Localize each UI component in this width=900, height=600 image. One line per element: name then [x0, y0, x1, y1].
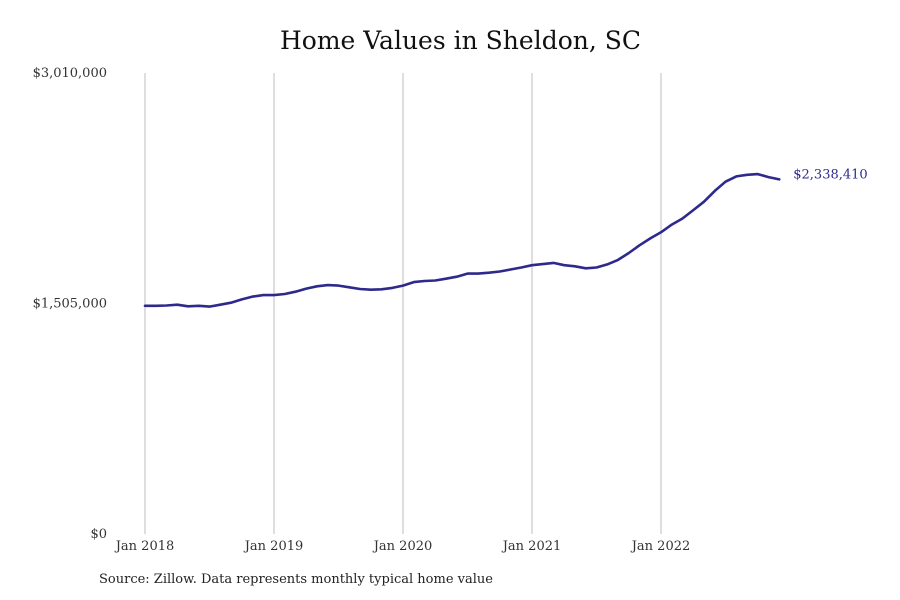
gridlines — [144, 73, 662, 534]
x-tick-label: Jan 2021 — [501, 539, 562, 554]
x-tick-label: Jan 2022 — [630, 539, 691, 554]
source-note: Source: Zillow. Data represents monthly … — [99, 572, 493, 587]
chart-title: Home Values in Sheldon, SC — [280, 26, 641, 55]
end-labels: $2,338,410 — [793, 167, 867, 182]
y-tick-label: $3,010,000 — [33, 66, 107, 81]
x-tick-label: Jan 2019 — [243, 539, 304, 554]
x-axis-ticks: Jan 2018 Jan 2019 Jan 2020 Jan 2021 Jan 2022 — [114, 539, 691, 554]
series — [143, 172, 781, 308]
series-line — [143, 172, 781, 308]
end-value-label: $2,338,410 — [793, 167, 867, 182]
y-tick-label: $1,505,000 — [33, 297, 107, 312]
x-tick-label: Jan 2020 — [372, 539, 433, 554]
y-tick-label: $0 — [90, 527, 107, 542]
y-axis-ticks: $0 $1,505,000 $3,010,000 — [33, 66, 107, 542]
x-tick-label: Jan 2018 — [114, 539, 175, 554]
